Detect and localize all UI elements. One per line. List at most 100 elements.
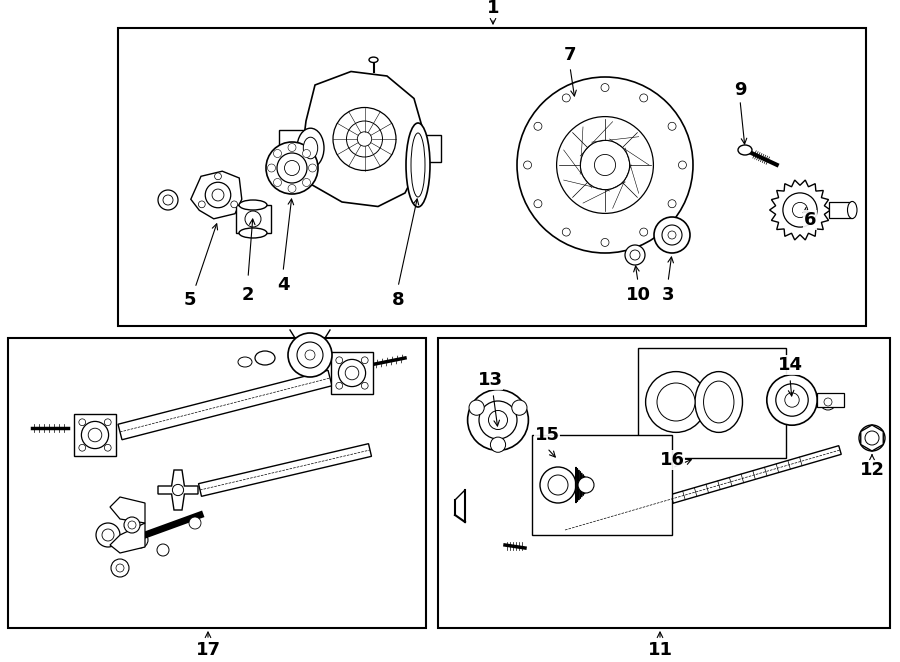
- Text: 1: 1: [487, 0, 500, 17]
- Circle shape: [517, 77, 693, 253]
- Circle shape: [601, 238, 609, 246]
- Circle shape: [128, 521, 136, 529]
- Ellipse shape: [581, 473, 582, 497]
- Circle shape: [679, 161, 687, 169]
- Circle shape: [346, 366, 359, 380]
- Circle shape: [357, 132, 372, 146]
- Circle shape: [820, 394, 836, 410]
- Circle shape: [859, 425, 885, 451]
- Bar: [438, 338, 890, 628]
- Circle shape: [534, 122, 542, 130]
- Ellipse shape: [575, 467, 577, 503]
- Polygon shape: [158, 470, 198, 510]
- Text: 5: 5: [184, 291, 196, 309]
- Circle shape: [346, 121, 382, 157]
- Circle shape: [524, 161, 532, 169]
- Bar: [8, 338, 426, 628]
- Circle shape: [88, 428, 102, 442]
- Circle shape: [540, 467, 576, 503]
- Circle shape: [792, 203, 807, 218]
- Circle shape: [81, 422, 109, 449]
- Text: 10: 10: [626, 286, 651, 304]
- Text: 3: 3: [662, 286, 674, 304]
- Bar: [236, 205, 271, 233]
- Ellipse shape: [582, 475, 584, 495]
- Polygon shape: [563, 446, 842, 534]
- Polygon shape: [110, 497, 145, 523]
- Circle shape: [491, 437, 506, 452]
- Circle shape: [230, 201, 238, 208]
- Circle shape: [362, 383, 368, 389]
- Circle shape: [245, 211, 261, 227]
- Circle shape: [104, 419, 112, 426]
- Circle shape: [580, 140, 630, 189]
- Circle shape: [785, 393, 799, 407]
- Circle shape: [562, 94, 571, 102]
- Ellipse shape: [738, 145, 752, 155]
- Circle shape: [267, 164, 275, 172]
- Circle shape: [336, 357, 343, 363]
- Circle shape: [468, 390, 528, 450]
- Bar: [118, 28, 866, 326]
- Text: 17: 17: [195, 641, 220, 659]
- Ellipse shape: [704, 381, 734, 423]
- Circle shape: [288, 144, 296, 152]
- Text: 14: 14: [778, 356, 803, 374]
- Circle shape: [79, 419, 86, 426]
- Ellipse shape: [239, 228, 267, 238]
- Circle shape: [274, 150, 282, 158]
- Circle shape: [198, 201, 205, 208]
- Circle shape: [479, 401, 517, 439]
- Circle shape: [212, 189, 224, 201]
- Circle shape: [668, 200, 676, 208]
- Circle shape: [640, 228, 648, 236]
- Circle shape: [783, 193, 817, 227]
- Polygon shape: [191, 171, 242, 219]
- Circle shape: [157, 544, 169, 556]
- Circle shape: [662, 225, 682, 245]
- Circle shape: [104, 444, 112, 451]
- Text: 7: 7: [563, 46, 576, 64]
- Polygon shape: [302, 71, 423, 207]
- Circle shape: [284, 160, 300, 175]
- Circle shape: [654, 217, 690, 253]
- Circle shape: [625, 245, 645, 265]
- Circle shape: [102, 529, 114, 541]
- Circle shape: [824, 398, 832, 406]
- Circle shape: [136, 536, 144, 544]
- Text: 8: 8: [392, 291, 404, 309]
- Bar: [74, 414, 116, 456]
- Circle shape: [362, 357, 368, 363]
- Circle shape: [668, 122, 676, 130]
- Circle shape: [333, 107, 396, 171]
- Text: 9: 9: [734, 81, 746, 99]
- Circle shape: [548, 475, 568, 495]
- Ellipse shape: [303, 137, 318, 159]
- Circle shape: [297, 342, 323, 368]
- Ellipse shape: [406, 123, 430, 207]
- Circle shape: [776, 384, 808, 416]
- Circle shape: [288, 185, 296, 193]
- Polygon shape: [770, 180, 831, 240]
- Ellipse shape: [238, 357, 252, 367]
- Circle shape: [111, 559, 129, 577]
- Circle shape: [556, 117, 653, 213]
- Ellipse shape: [411, 133, 425, 197]
- Bar: [418, 134, 441, 162]
- Circle shape: [630, 250, 640, 260]
- Polygon shape: [110, 523, 145, 553]
- Circle shape: [274, 179, 282, 187]
- Text: 2: 2: [242, 286, 254, 304]
- Circle shape: [302, 179, 310, 187]
- Ellipse shape: [369, 57, 378, 62]
- Ellipse shape: [297, 128, 324, 167]
- Circle shape: [309, 164, 317, 172]
- Circle shape: [338, 359, 365, 387]
- Circle shape: [302, 150, 310, 158]
- Ellipse shape: [695, 371, 742, 432]
- Circle shape: [767, 375, 817, 425]
- Circle shape: [640, 94, 648, 102]
- Text: 15: 15: [535, 426, 560, 444]
- Circle shape: [562, 228, 571, 236]
- Bar: [331, 352, 374, 395]
